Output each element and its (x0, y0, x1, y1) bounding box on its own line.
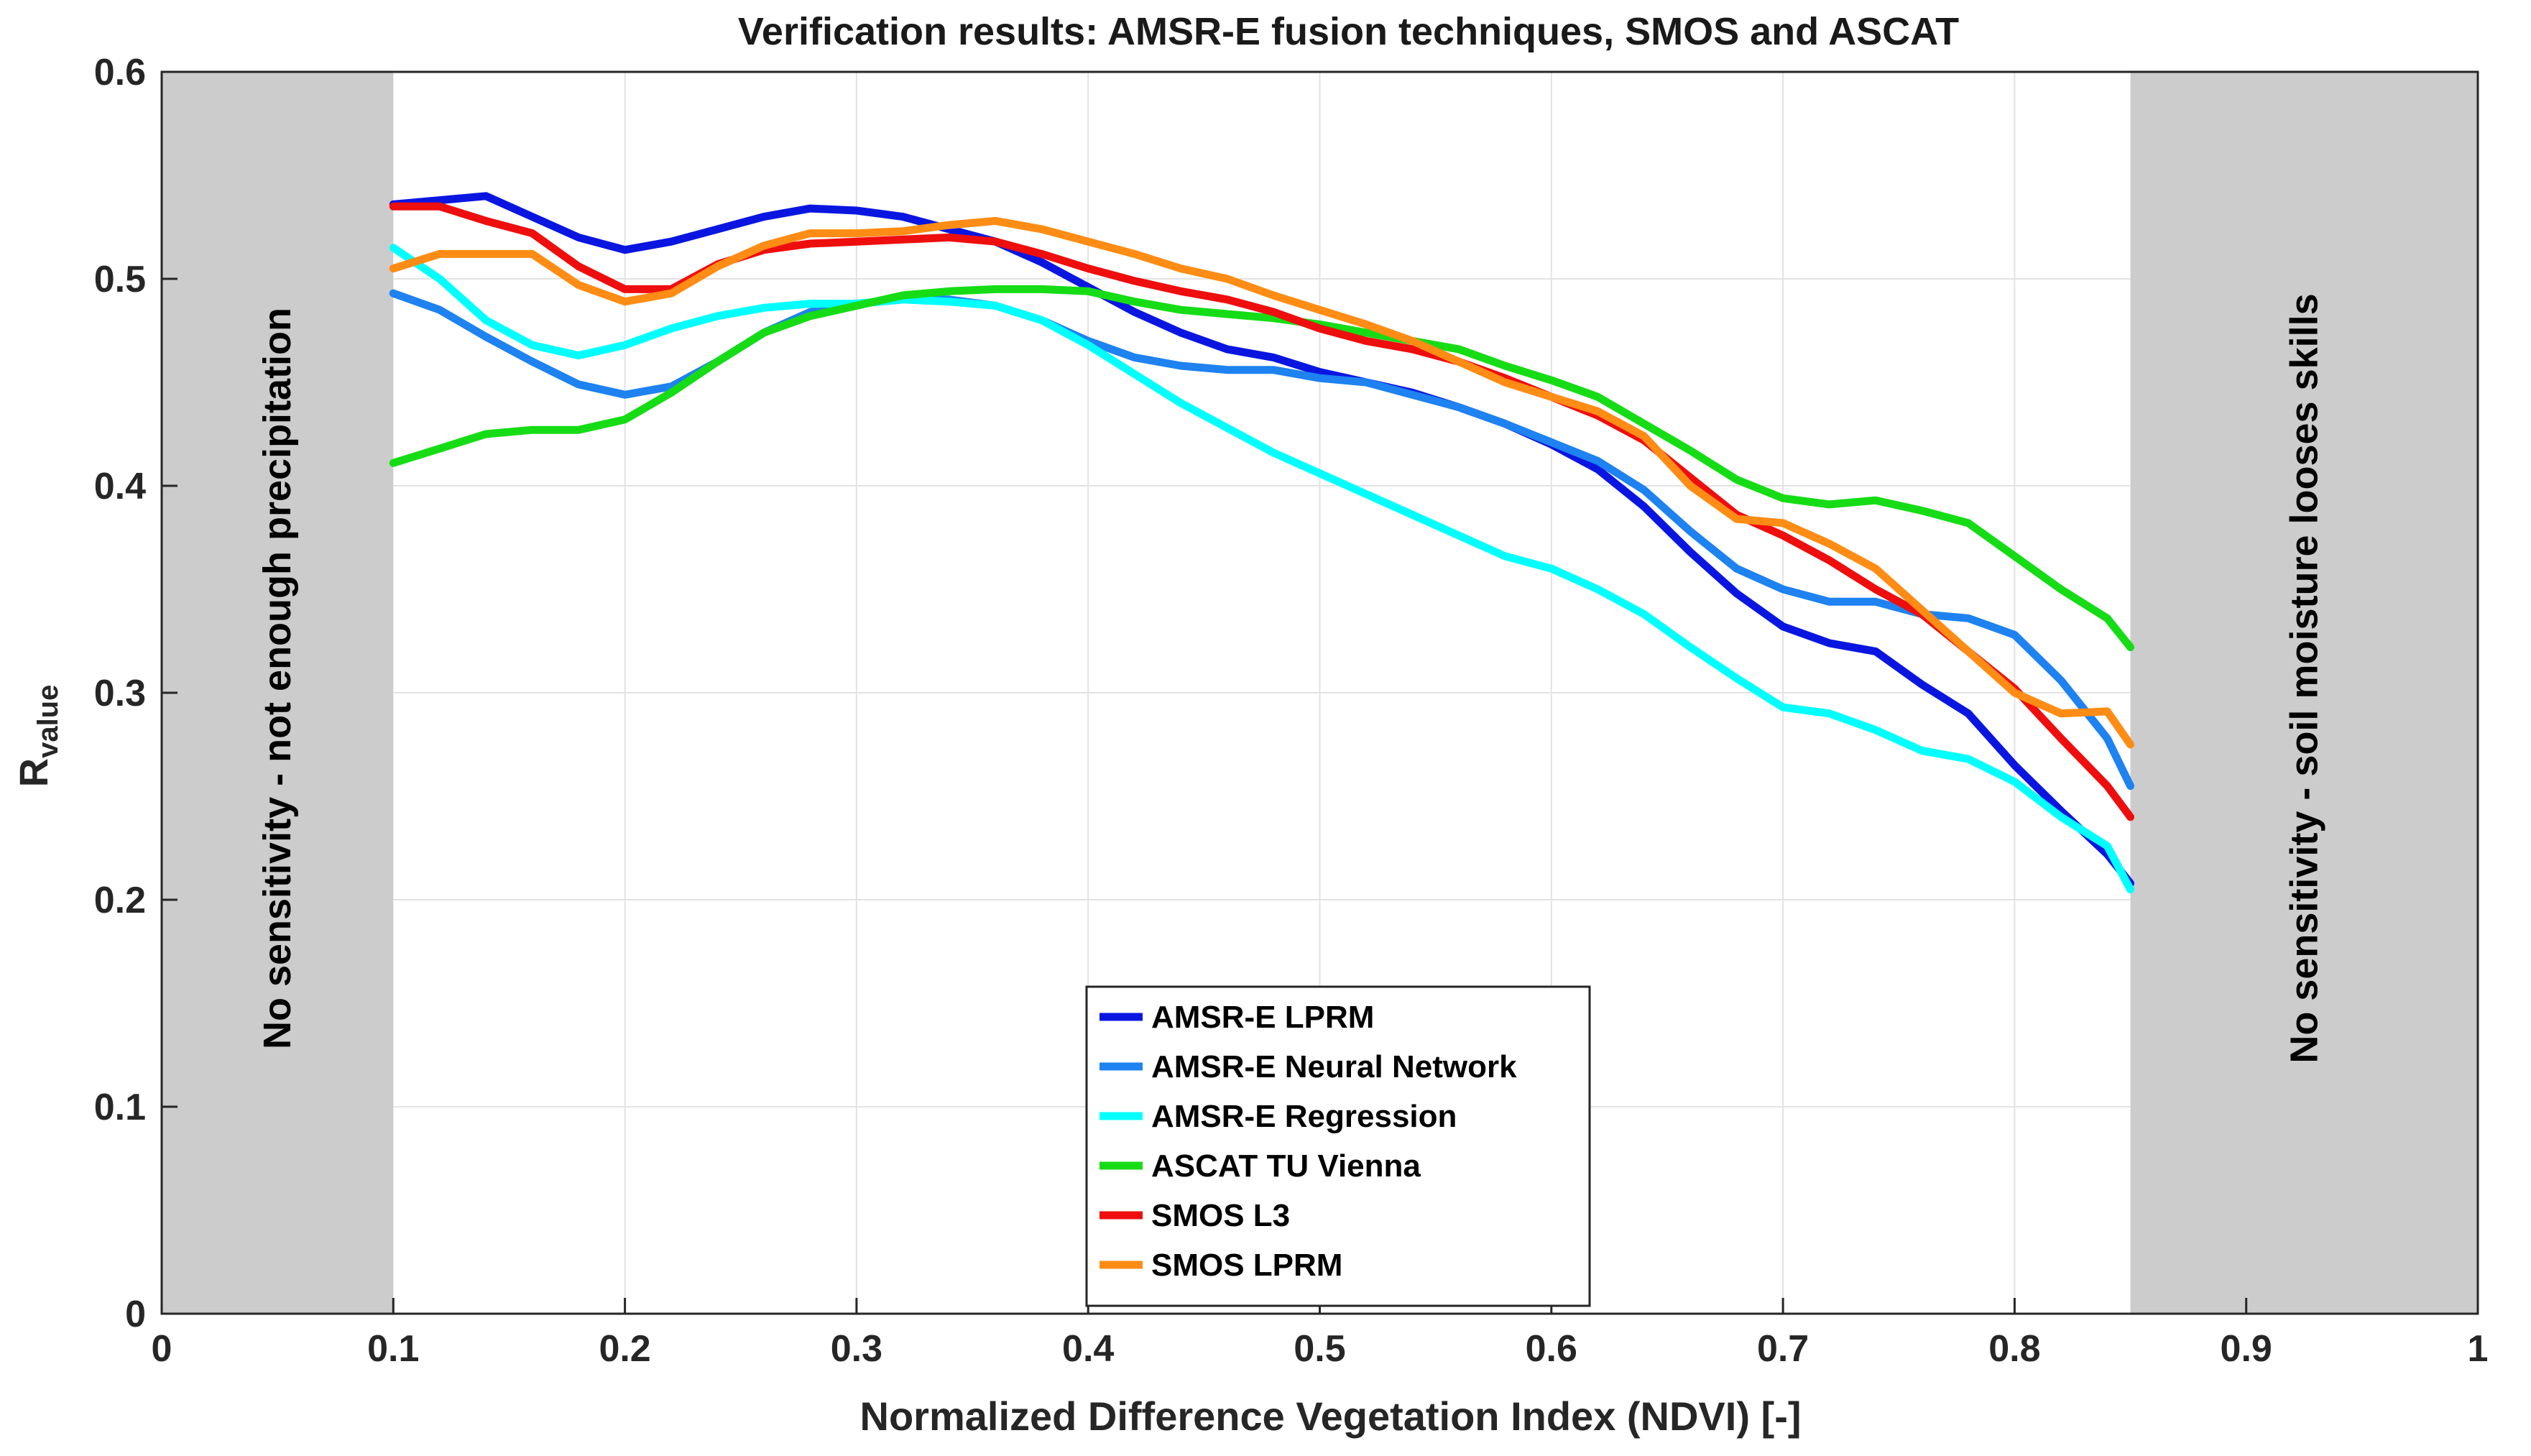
series-line-amsr-e-regression (389, 244, 2134, 894)
y-tick-label: 0 (125, 1294, 146, 1335)
legend-label-ascat-tu-vienna: ASCAT TU Vienna (1151, 1148, 1421, 1184)
x-tick-label: 0.2 (599, 1328, 650, 1370)
region-label-right: No sensitivity - soil moisture looses sk… (2282, 293, 2325, 1063)
shaded-regions (162, 72, 2478, 1314)
y-tick-label: 0.3 (94, 673, 146, 714)
series-line-amsr-e-lprm (389, 192, 2134, 888)
x-tick-label: 0.5 (1294, 1328, 1345, 1370)
y-tick-label: 0.4 (94, 466, 146, 507)
y-axis-label-main: R (11, 758, 56, 787)
x-tick-label: 0.8 (1988, 1328, 2040, 1370)
legend-label-amsr-e-neural-network: AMSR-E Neural Network (1151, 1049, 1517, 1084)
legend-box (1085, 985, 1591, 1307)
legend: AMSR-E LPRM AMSR-E Neural Network AMSR-E R… (1085, 985, 1591, 1307)
region-label-left: No sensitivity - not enough precipitatio… (256, 308, 299, 1049)
y-tick-label: 0.2 (94, 880, 146, 921)
y-tick-label: 0.1 (94, 1087, 146, 1128)
x-tick-label: 0.7 (1757, 1328, 1809, 1370)
y-axis-label-subscript: value (32, 685, 64, 758)
shaded-region-left (162, 72, 394, 1314)
legend-label-smos-l3: SMOS L3 (1151, 1198, 1290, 1233)
y-tick-label: 0.6 (94, 52, 146, 93)
gridlines (393, 72, 2131, 1314)
y-axis-label: Rvalue (11, 685, 64, 788)
legend-label-amsr-e-regression: AMSR-E Regression (1151, 1099, 1457, 1134)
chart-title: Verification results: AMSR-E fusion tech… (738, 10, 1959, 53)
shaded-region-right (2130, 72, 2478, 1314)
x-tick-label: 0.1 (367, 1328, 419, 1370)
x-tick-label: 0.6 (1526, 1328, 1577, 1370)
x-tick-label: 0.9 (2221, 1328, 2272, 1370)
series-line-smos-lprm (389, 216, 2134, 749)
y-tick-label: 0.5 (94, 259, 146, 300)
tick-labels: 0 0.1 0.2 0.3 0.4 0.5 0.6 0.7 0.8 0.9 1 0 0.1 0.2 0.3 0… (94, 52, 2489, 1370)
x-axis-label: Normalized Difference Vegetation Index (… (860, 1393, 1802, 1439)
x-tick-label: 1 (2468, 1328, 2489, 1370)
x-tick-label: 0.4 (1062, 1328, 1114, 1370)
legend-label-amsr-e-lprm: AMSR-E LPRM (1151, 1000, 1374, 1035)
region-labels: No sensitivity - not enough precipitatio… (256, 293, 2325, 1063)
x-tick-label: 0.3 (831, 1328, 882, 1370)
x-tick-label: 0 (152, 1328, 172, 1370)
series-lines (389, 192, 2134, 894)
legend-label-smos-lprm: SMOS LPRM (1151, 1248, 1342, 1283)
series-line-ascat-tu-vienna (389, 285, 2134, 652)
